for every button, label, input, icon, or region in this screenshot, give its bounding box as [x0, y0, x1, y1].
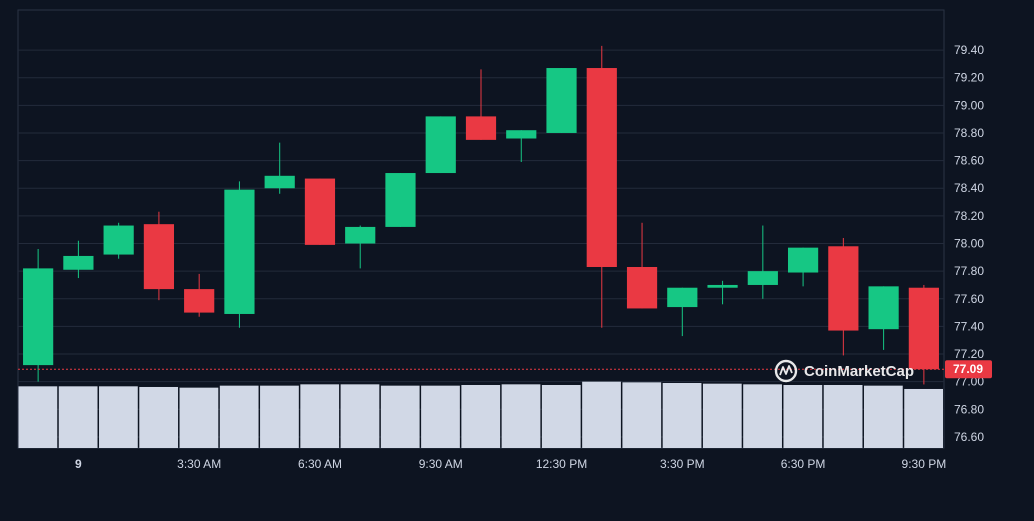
y-tick-label: 78.60 — [954, 154, 984, 168]
candle-body — [868, 286, 899, 330]
x-tick-label: 3:30 AM — [177, 457, 221, 471]
candle-body — [747, 271, 778, 285]
candle-body — [546, 68, 577, 133]
volume-bar — [904, 388, 943, 448]
volume-bar — [139, 386, 179, 448]
volume-bar — [260, 385, 299, 448]
watermark-text: CoinMarketCap — [804, 363, 914, 380]
candle-body — [385, 173, 416, 227]
volume-bar — [622, 382, 662, 448]
volume-bar — [340, 384, 380, 448]
y-tick-label: 79.40 — [954, 43, 984, 57]
candle-body — [707, 284, 738, 288]
candle-body — [103, 225, 134, 255]
candle-body — [143, 224, 175, 290]
candle-body — [304, 178, 336, 245]
volume-bar — [582, 381, 621, 448]
volume-bar — [743, 384, 782, 448]
candle-body — [224, 189, 255, 314]
candle-body — [506, 130, 537, 139]
volume-bar — [662, 383, 702, 448]
y-tick-label: 77.60 — [954, 292, 984, 306]
y-tick-label: 77.40 — [954, 319, 984, 333]
y-tick-label: 78.00 — [954, 237, 984, 251]
y-tick-label: 77.80 — [954, 264, 984, 278]
x-tick-label: 12:30 PM — [536, 457, 587, 471]
candle-body — [63, 255, 94, 270]
candle-body — [23, 268, 54, 366]
volume-bar — [58, 386, 98, 448]
candle-body — [465, 116, 497, 140]
volume-bar — [219, 385, 259, 448]
volume-bar — [823, 384, 863, 448]
x-tick-label: 3:30 PM — [660, 457, 705, 471]
y-tick-label: 78.20 — [954, 209, 984, 223]
x-tick-label: 6:30 AM — [298, 457, 342, 471]
x-tick-label: 9:30 AM — [419, 457, 463, 471]
x-tick-label: 9:30 PM — [902, 457, 947, 471]
y-tick-label: 76.60 — [954, 430, 984, 444]
volume-bar — [18, 386, 58, 448]
last-price-badge — [945, 360, 992, 379]
x-tick-label: 9 — [75, 457, 82, 471]
volume-bar — [179, 387, 219, 448]
volume-bar — [300, 384, 340, 448]
y-tick-label: 79.20 — [954, 71, 984, 85]
volume-bar — [99, 386, 138, 448]
candle-body — [345, 226, 376, 244]
volume-bar — [421, 385, 460, 448]
last-price-label: 77.09 — [953, 362, 983, 376]
candle-body — [787, 247, 819, 273]
candle-body — [667, 287, 698, 308]
x-tick-label: 6:30 PM — [781, 457, 826, 471]
y-tick-label: 78.40 — [954, 181, 984, 195]
y-tick-label: 78.80 — [954, 126, 984, 140]
volume-bar — [863, 385, 903, 448]
y-tick-label: 76.80 — [954, 402, 984, 416]
candle-body — [264, 175, 295, 189]
volume-bar — [783, 384, 823, 448]
candle-body — [425, 116, 456, 174]
y-tick-label: 79.00 — [954, 98, 984, 112]
candle-body — [626, 266, 658, 309]
volume-bar — [501, 384, 541, 448]
volume-bar — [461, 384, 501, 448]
coinmarketcap-logo-icon — [774, 359, 798, 383]
candle-body — [828, 246, 859, 331]
candle-body — [184, 289, 215, 313]
volume-bar — [380, 385, 420, 448]
volume-bar — [702, 383, 742, 448]
candle-body — [586, 68, 617, 267]
y-tick-label: 77.20 — [954, 347, 984, 361]
candle-body — [908, 287, 939, 370]
volume-bar — [541, 384, 581, 448]
